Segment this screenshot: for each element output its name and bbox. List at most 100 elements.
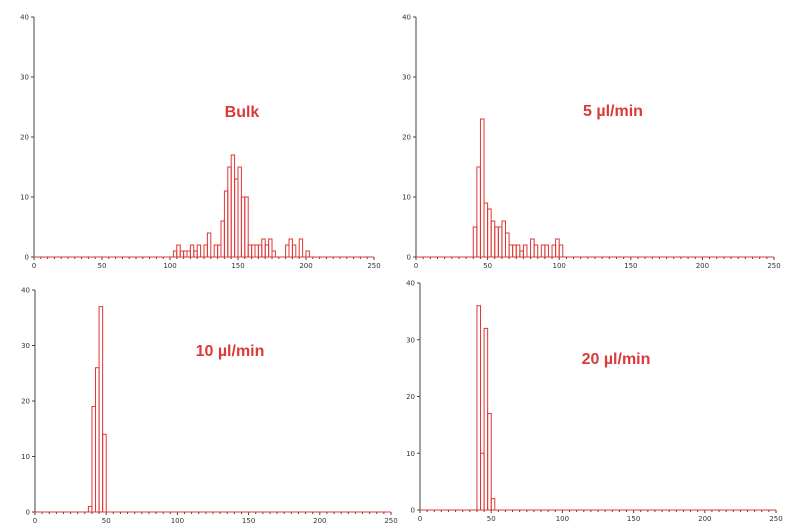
histogram-bar — [227, 166, 232, 258]
x-tick-label: 150 — [627, 515, 640, 523]
histogram-bar — [206, 232, 212, 258]
x-tick-label: 100 — [553, 262, 566, 270]
histogram-bar — [501, 220, 506, 258]
histogram-panel-5-ul-min: 5 µl/min 0 50 100 150 200 250 0 10 20 30 40 — [402, 14, 781, 271]
histogram-bar — [288, 238, 293, 258]
histogram-panel-bulk: Bulk 0 50 100 150 200 250 0 10 20 30 40 — [20, 14, 381, 271]
y-tick-label: 30 — [21, 342, 30, 350]
x-tick-label: 50 — [483, 262, 492, 270]
y-tick-label: 40 — [20, 14, 29, 22]
histogram-panel-10-ul-min: 10 µl/min 0 50 100 150 200 250 0 10 20 30 40 — [21, 287, 398, 526]
histogram-bar — [472, 226, 478, 258]
histogram-bar — [544, 244, 549, 258]
y-tick-label: 0 — [25, 254, 29, 262]
histogram-bar — [483, 327, 489, 511]
x-tick-label: 150 — [231, 262, 244, 270]
x-tick-label: 200 — [696, 262, 709, 270]
histogram-bar — [305, 250, 310, 258]
histogram-bar — [512, 244, 517, 258]
y-tick-label: 10 — [406, 450, 415, 458]
histogram-bar — [551, 244, 557, 258]
histogram-bar — [515, 244, 521, 258]
y-tick-label: 0 — [26, 509, 30, 517]
histogram-bar — [555, 238, 560, 258]
histogram-bar — [98, 306, 104, 513]
x-tick-label: 150 — [242, 517, 255, 525]
histogram-bar — [487, 413, 492, 511]
histogram-bar — [203, 244, 208, 258]
x-tick-label: 0 — [418, 515, 422, 523]
histogram-bar — [476, 305, 482, 511]
y-tick-label: 10 — [402, 194, 411, 202]
y-tick-label: 20 — [21, 398, 30, 406]
x-tick-label: 50 — [102, 517, 111, 525]
histogram-bar — [494, 226, 499, 258]
histogram-bar — [530, 238, 535, 258]
histogram-bar — [193, 250, 198, 258]
histogram-panel-20-ul-min: 20 µl/min 0 50 100 150 200 250 0 10 20 30 40 — [406, 280, 783, 524]
x-tick-label: 0 — [33, 517, 37, 525]
histogram-bar — [261, 238, 266, 258]
histogram-bar — [505, 232, 510, 258]
x-tick-label: 0 — [32, 262, 36, 270]
histogram-bar — [213, 244, 219, 258]
y-tick-label: 20 — [20, 134, 29, 142]
x-tick-label: 0 — [414, 262, 418, 270]
histogram-bar — [220, 220, 225, 258]
histogram-bar — [237, 166, 242, 258]
y-tick-label: 40 — [406, 280, 415, 288]
y-tick-label: 40 — [21, 287, 30, 295]
x-tick-label: 250 — [384, 517, 397, 525]
histogram-bar — [247, 244, 253, 258]
y-tick-label: 30 — [20, 74, 29, 82]
histogram-bar — [487, 208, 492, 258]
histogram-bar — [533, 244, 539, 258]
panel-title: 10 µl/min — [196, 343, 265, 360]
y-tick-label: 0 — [407, 254, 411, 262]
histogram-bar — [254, 244, 259, 258]
histogram-bar — [291, 244, 297, 258]
histogram-bar — [257, 244, 263, 258]
histogram-bar — [240, 196, 246, 258]
histogram-bar — [519, 250, 524, 258]
histogram-bar — [298, 238, 304, 258]
histogram-bar — [497, 226, 503, 258]
x-tick-label: 100 — [171, 517, 184, 525]
x-tick-label: 150 — [624, 262, 637, 270]
y-tick-label: 40 — [402, 14, 411, 22]
histogram-bar — [196, 244, 202, 258]
histogram-bar — [483, 202, 489, 258]
histogram-bar — [176, 244, 181, 258]
histogram-bar — [540, 244, 546, 258]
histogram-bar — [87, 505, 93, 513]
histogram-bar — [189, 244, 195, 258]
histogram-bar — [102, 433, 107, 513]
histogram-bar — [476, 166, 481, 258]
x-tick-label: 100 — [556, 515, 569, 523]
y-tick-label: 30 — [402, 74, 411, 82]
x-tick-label: 250 — [367, 262, 380, 270]
histogram-bar — [251, 244, 256, 258]
x-tick-label: 100 — [163, 262, 176, 270]
y-tick-label: 10 — [20, 194, 29, 202]
y-tick-label: 30 — [406, 336, 415, 344]
x-tick-label: 200 — [698, 515, 711, 523]
histogram-bar — [244, 196, 249, 258]
histogram-bar — [508, 244, 514, 258]
histogram-bar — [186, 250, 191, 258]
histogram-bar — [268, 238, 273, 258]
panel-title: Bulk — [225, 104, 260, 121]
histogram-bar — [234, 178, 239, 258]
y-tick-label: 10 — [21, 453, 30, 461]
histogram-bar — [179, 250, 185, 258]
y-tick-label: 20 — [406, 393, 415, 401]
histogram-bar — [95, 367, 100, 513]
histogram-bar — [480, 452, 485, 511]
histogram-bar — [490, 498, 496, 511]
histogram-bar — [522, 244, 528, 258]
x-tick-label: 50 — [487, 515, 496, 523]
histogram-bar — [223, 190, 229, 258]
histogram-bar — [285, 244, 290, 258]
x-tick-label: 50 — [98, 262, 107, 270]
histogram-bar — [183, 250, 188, 258]
